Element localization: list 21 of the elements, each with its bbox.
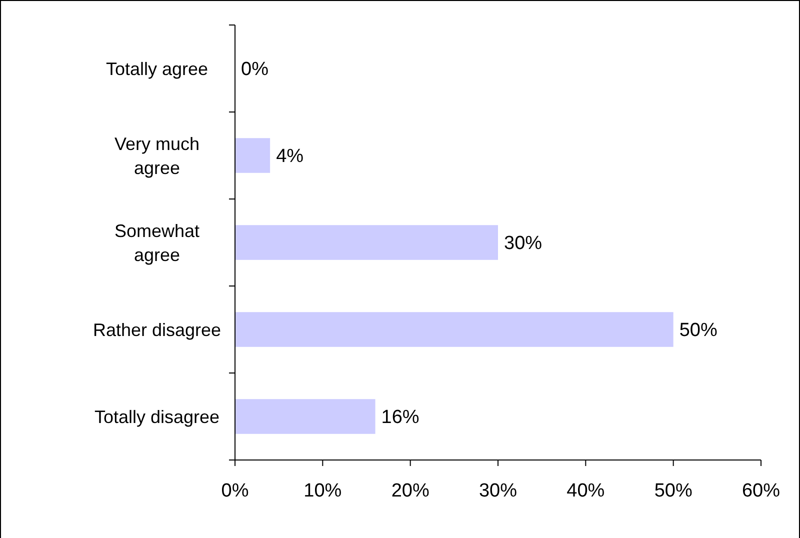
bar <box>235 225 498 260</box>
y-tick-label: Totally agree <box>106 58 208 79</box>
x-tick-label: 0% <box>221 480 249 502</box>
data-label: 16% <box>381 407 420 428</box>
data-label: 50% <box>679 320 718 342</box>
x-tick-label: 10% <box>304 480 342 502</box>
bar <box>235 312 674 347</box>
y-tick-label: Very much agree <box>114 134 200 178</box>
bar <box>235 399 376 434</box>
data-label: 30% <box>504 233 542 254</box>
y-tick-label: Rather disagree <box>92 320 222 340</box>
x-tick-label: 20% <box>391 480 430 502</box>
data-label: 4% <box>276 146 304 168</box>
y-tick-label: Somewhat agree <box>114 220 200 265</box>
x-tick-label: 40% <box>566 480 605 502</box>
data-label: 0% <box>241 59 269 80</box>
bar <box>235 138 270 173</box>
x-tick-label: 50% <box>654 480 692 502</box>
y-tick-label: Totally disagree <box>94 406 220 427</box>
x-tick-label: 60% <box>742 480 780 502</box>
x-tick-label: 30% <box>478 480 518 502</box>
